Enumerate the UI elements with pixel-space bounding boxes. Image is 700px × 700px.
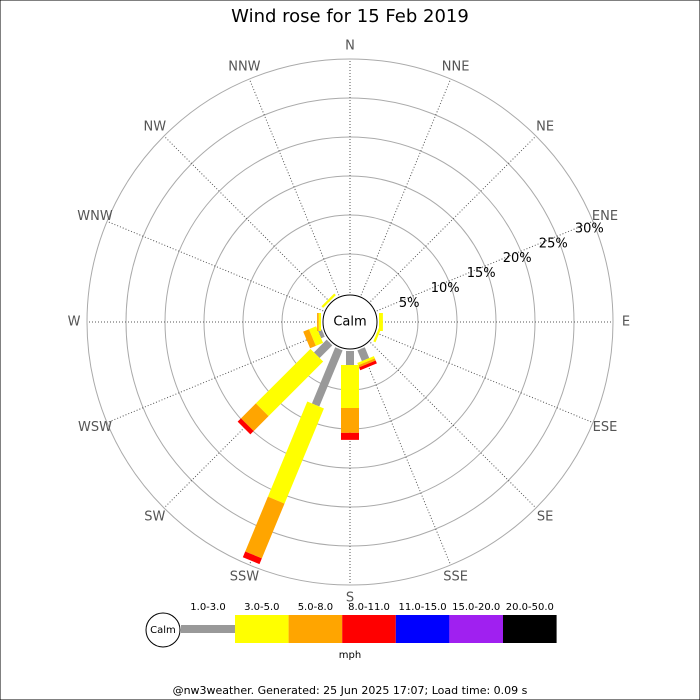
direction-label: NW bbox=[144, 119, 167, 134]
wind-bar bbox=[245, 496, 285, 559]
wind-bar bbox=[318, 329, 325, 339]
spoke bbox=[376, 332, 594, 424]
direction-label: NNE bbox=[442, 60, 470, 75]
direction-label: SE bbox=[537, 510, 553, 525]
wind-bar bbox=[321, 293, 336, 308]
direction-label: SSE bbox=[443, 569, 468, 584]
direction-label: N bbox=[345, 39, 355, 54]
spoke bbox=[248, 78, 340, 296]
r-tick-label: 15% bbox=[467, 266, 496, 281]
legend-unit: mph bbox=[339, 650, 361, 661]
wind-bar bbox=[357, 356, 375, 366]
calm-circle bbox=[322, 294, 378, 350]
direction-label: NNW bbox=[228, 60, 260, 75]
legend-label: 1.0-3.0 bbox=[190, 602, 225, 613]
wind-bar bbox=[357, 347, 370, 362]
legend-label: 8.0-11.0 bbox=[348, 602, 390, 613]
wind-bar bbox=[359, 360, 377, 371]
wind-bar bbox=[341, 407, 359, 433]
direction-label: ENE bbox=[592, 209, 618, 224]
r-tick-label: 10% bbox=[431, 281, 460, 296]
calm-label: Calm bbox=[333, 315, 366, 330]
wind-bar bbox=[255, 348, 324, 417]
wind-bar bbox=[237, 418, 254, 435]
wind-bar bbox=[267, 401, 324, 504]
legend-swatch bbox=[503, 615, 557, 643]
spoke bbox=[360, 348, 452, 566]
direction-label: SSW bbox=[230, 569, 260, 584]
spoke bbox=[106, 332, 324, 424]
spoke bbox=[376, 220, 594, 312]
r-tick-label: 5% bbox=[399, 296, 420, 311]
legend-swatch bbox=[449, 615, 503, 643]
direction-label: ESE bbox=[593, 420, 618, 435]
grid-ring bbox=[86, 58, 614, 586]
wind-bar bbox=[346, 351, 354, 366]
wind-bar bbox=[242, 551, 262, 565]
legend-swatch bbox=[395, 615, 450, 643]
r-tick-label: 25% bbox=[539, 236, 568, 251]
wind-bar bbox=[311, 347, 343, 407]
wind-bar bbox=[341, 432, 359, 440]
footer: @nw3weather. Generated: 25 Jun 2025 17:0… bbox=[173, 684, 528, 697]
legend-label: 20.0-50.0 bbox=[506, 602, 554, 613]
wind-bar bbox=[358, 358, 376, 368]
direction-label: S bbox=[346, 591, 354, 606]
wind-bar bbox=[308, 326, 324, 346]
legend-swatch bbox=[288, 615, 343, 643]
wind-bar bbox=[303, 329, 316, 349]
r-tick-label: 30% bbox=[575, 221, 604, 236]
wind-bar bbox=[313, 339, 333, 359]
direction-label: E bbox=[622, 315, 630, 330]
spoke bbox=[163, 135, 330, 302]
legend-swatch bbox=[235, 615, 289, 643]
direction-label: WNW bbox=[77, 209, 113, 224]
wind-bar bbox=[317, 313, 319, 331]
wind-bar bbox=[341, 365, 359, 408]
wind-bar bbox=[318, 313, 321, 331]
spoke bbox=[360, 78, 452, 296]
legend-calm-label: Calm bbox=[150, 625, 176, 636]
direction-label: NE bbox=[536, 119, 554, 134]
direction-label: WSW bbox=[78, 420, 112, 435]
direction-label: W bbox=[68, 315, 81, 330]
legend-calm bbox=[145, 612, 181, 648]
direction-label: SW bbox=[144, 510, 165, 525]
legend-label: 11.0-15.0 bbox=[399, 602, 447, 613]
legend-label: 3.0-5.0 bbox=[244, 602, 279, 613]
legend-swatch bbox=[342, 615, 396, 643]
legend-swatch bbox=[181, 625, 235, 633]
wind-bar bbox=[240, 403, 269, 432]
r-tick-label: 20% bbox=[503, 251, 532, 266]
wind-bar bbox=[373, 324, 383, 343]
chart-title: Wind rose for 15 Feb 2019 bbox=[231, 6, 469, 27]
legend-label: 5.0-8.0 bbox=[298, 602, 333, 613]
spoke bbox=[106, 220, 324, 312]
legend-label: 15.0-20.0 bbox=[452, 602, 500, 613]
